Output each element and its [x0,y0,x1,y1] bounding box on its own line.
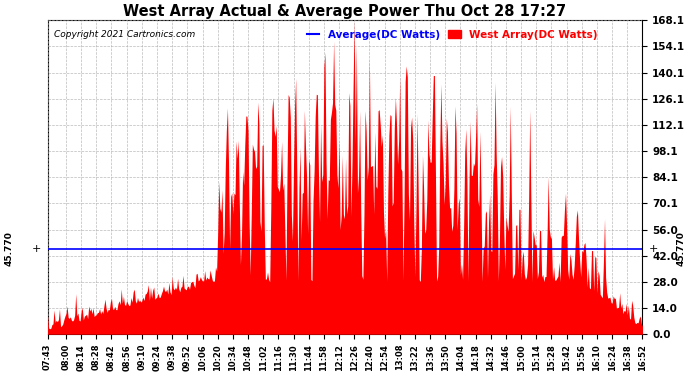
Text: +: + [649,244,658,254]
Legend: Average(DC Watts), West Array(DC Watts): Average(DC Watts), West Array(DC Watts) [303,26,602,44]
Text: 45.770: 45.770 [4,231,13,266]
Text: 45.770: 45.770 [677,231,686,266]
Title: West Array Actual & Average Power Thu Oct 28 17:27: West Array Actual & Average Power Thu Oc… [124,4,566,19]
Text: Copyright 2021 Cartronics.com: Copyright 2021 Cartronics.com [54,30,195,39]
Text: +: + [32,244,41,254]
